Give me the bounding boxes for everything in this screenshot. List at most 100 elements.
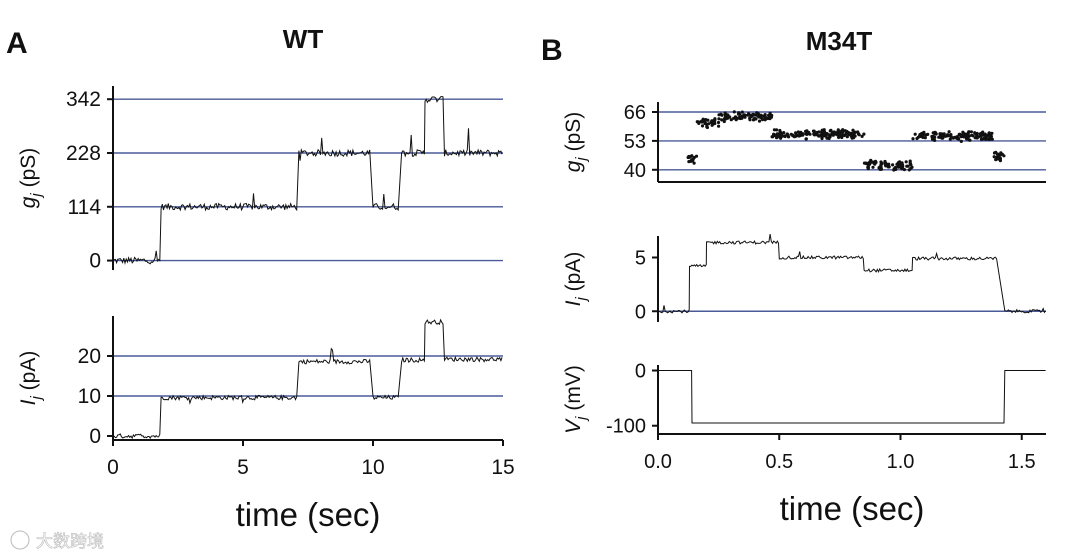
data-point <box>817 134 821 138</box>
data-point <box>931 134 935 138</box>
data-point <box>768 114 773 118</box>
data-point <box>860 134 864 138</box>
data-point <box>901 163 905 167</box>
y-tick-label: 66 <box>624 102 646 124</box>
data-point <box>990 131 994 135</box>
data-point <box>940 135 944 139</box>
data-point <box>690 154 694 158</box>
data-point <box>757 119 762 123</box>
panel-letter-a: A <box>6 27 28 60</box>
data-point <box>768 111 772 115</box>
data-point <box>965 137 969 141</box>
chart-m34t-conductance: 40 53 66 gj (pS) <box>562 102 1046 183</box>
data-point <box>891 163 895 167</box>
data-point <box>931 131 935 135</box>
data-point <box>992 151 997 155</box>
data-point <box>947 130 951 134</box>
data-point <box>820 132 824 136</box>
data-point <box>734 117 739 121</box>
data-point <box>804 137 808 141</box>
panel-title-a: WT <box>283 24 324 54</box>
data-point <box>705 125 709 129</box>
data-point <box>775 132 779 136</box>
data-point <box>752 113 756 117</box>
data-trace <box>112 318 503 440</box>
data-point <box>713 117 717 121</box>
data-point <box>709 120 713 125</box>
data-point <box>813 133 817 137</box>
x-tick-label: 0 <box>107 456 119 479</box>
data-point <box>923 136 927 140</box>
data-point <box>992 155 996 159</box>
data-point <box>862 161 867 165</box>
y-axis-label: Ij (pA) <box>17 351 45 406</box>
data-point <box>896 161 901 165</box>
data-point <box>909 166 913 170</box>
data-point <box>911 137 915 141</box>
data-point <box>959 139 963 143</box>
y-tick-label: 0 <box>635 361 646 383</box>
y-tick-label: 0 <box>89 425 101 448</box>
data-point <box>909 163 913 167</box>
data-point <box>729 118 733 122</box>
data-point <box>850 136 854 140</box>
data-point <box>697 121 701 125</box>
y-tick-label: 342 <box>66 88 101 111</box>
data-point <box>904 160 908 164</box>
data-point <box>700 124 705 128</box>
data-point <box>804 129 808 133</box>
y-tick-label: 114 <box>68 196 102 219</box>
data-point <box>791 134 795 138</box>
data-point <box>981 130 985 134</box>
data-point <box>873 162 877 166</box>
y-axis-label: Ij (pA) <box>562 252 590 307</box>
data-point <box>761 114 766 118</box>
data-point <box>779 136 783 140</box>
data-point <box>913 132 917 136</box>
y-tick-label: 53 <box>624 131 646 153</box>
data-point <box>710 123 714 127</box>
chart-wt-conductance: 0 114 228 342 gj (pS) <box>17 86 503 273</box>
data-point <box>856 130 860 134</box>
data-point <box>959 133 963 137</box>
data-point <box>835 133 839 137</box>
data-point <box>940 132 944 136</box>
data-point <box>892 168 896 172</box>
data-point <box>994 158 998 162</box>
watermark-logo-icon <box>10 530 30 550</box>
data-point <box>886 165 890 169</box>
data-point <box>915 136 919 141</box>
data-point <box>829 128 833 132</box>
data-point <box>719 112 723 116</box>
data-point <box>975 134 980 139</box>
data-point <box>949 134 953 139</box>
data-point <box>1000 152 1004 156</box>
data-point <box>980 137 984 141</box>
data-point <box>862 132 866 136</box>
data-point <box>687 160 691 164</box>
data-point <box>866 167 870 171</box>
data-point <box>706 122 711 126</box>
data-point <box>706 118 710 122</box>
data-point <box>740 110 744 114</box>
data-point <box>902 168 907 172</box>
data-point <box>712 119 717 123</box>
chart-wt-current: 0 10 20 0 5 10 15 time (sec) Ij (pA) <box>17 316 515 533</box>
data-point <box>879 164 883 168</box>
data-point <box>787 135 791 139</box>
data-point <box>946 133 950 137</box>
data-point <box>691 157 695 161</box>
data-point <box>883 159 887 164</box>
data-point <box>965 134 969 138</box>
data-point <box>831 133 835 137</box>
data-point <box>799 130 803 134</box>
y-tick-label: 20 <box>78 345 101 368</box>
data-point <box>754 117 758 121</box>
data-point <box>817 130 821 134</box>
data-point <box>722 117 727 121</box>
data-point <box>957 137 961 141</box>
y-tick-label: 0 <box>635 301 646 323</box>
x-axis-label: time (sec) <box>780 490 925 527</box>
data-point <box>723 113 727 117</box>
